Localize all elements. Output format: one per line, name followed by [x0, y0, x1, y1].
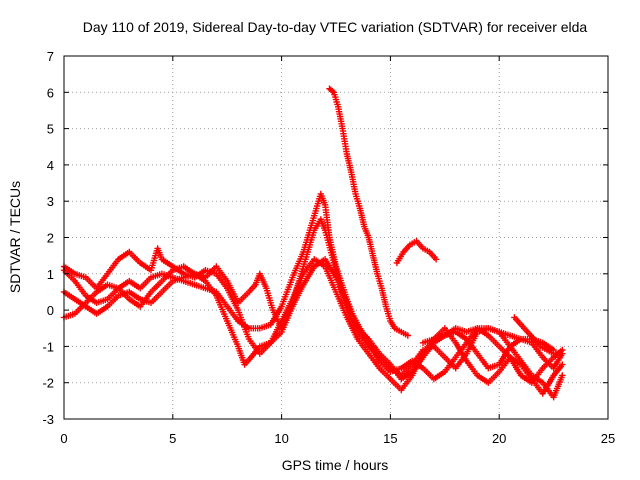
- x-tick-label: 25: [601, 431, 615, 446]
- x-axis-title: GPS time / hours: [282, 457, 389, 473]
- marker-trace: [511, 314, 564, 357]
- series-track-5-peak: [326, 85, 411, 339]
- y-tick-label: 5: [47, 122, 54, 137]
- x-tick-labels: 0 5 10 15 20 25: [60, 431, 615, 446]
- y-tick-label: 3: [47, 194, 54, 209]
- series-track-2: [60, 256, 566, 397]
- series-track-7: [419, 325, 557, 354]
- marker-trace: [60, 256, 566, 397]
- x-tick-label: 5: [169, 431, 176, 446]
- y-tick-label: -2: [42, 376, 54, 391]
- chart-title: Day 110 of 2019, Sidereal Day-to-day VTE…: [83, 19, 588, 35]
- series-track-8: [511, 314, 564, 357]
- y-tick-labels: -3 -2 -1 0 1 2 3 4 5 6 7: [42, 49, 54, 427]
- y-axis-title: SDTVAR / TECUs: [7, 181, 23, 293]
- marker-trace: [419, 325, 557, 354]
- series-track-4: [60, 245, 566, 386]
- axis-ticks: [63, 55, 609, 420]
- y-tick-label: 1: [47, 267, 54, 282]
- x-tick-label: 15: [383, 431, 397, 446]
- y-tick-label: -3: [42, 412, 54, 427]
- x-tick-label: 20: [492, 431, 506, 446]
- y-tick-label: 4: [47, 158, 54, 173]
- marker-trace: [393, 237, 440, 267]
- marker-trace: [60, 190, 566, 383]
- y-tick-label: 2: [47, 231, 54, 246]
- data-marks: [60, 85, 566, 401]
- series-track-1: [60, 190, 566, 383]
- y-tick-label: 7: [47, 49, 54, 64]
- x-tick-label: 10: [274, 431, 288, 446]
- marker-trace: [60, 245, 566, 386]
- marker-trace: [326, 85, 411, 339]
- x-tick-label: 0: [60, 431, 67, 446]
- y-tick-label: -1: [42, 339, 54, 354]
- series-track-3: [60, 216, 566, 401]
- y-tick-label: 0: [47, 303, 54, 318]
- series-track-6: [393, 237, 440, 267]
- y-tick-label: 6: [47, 85, 54, 100]
- marker-trace: [60, 216, 566, 401]
